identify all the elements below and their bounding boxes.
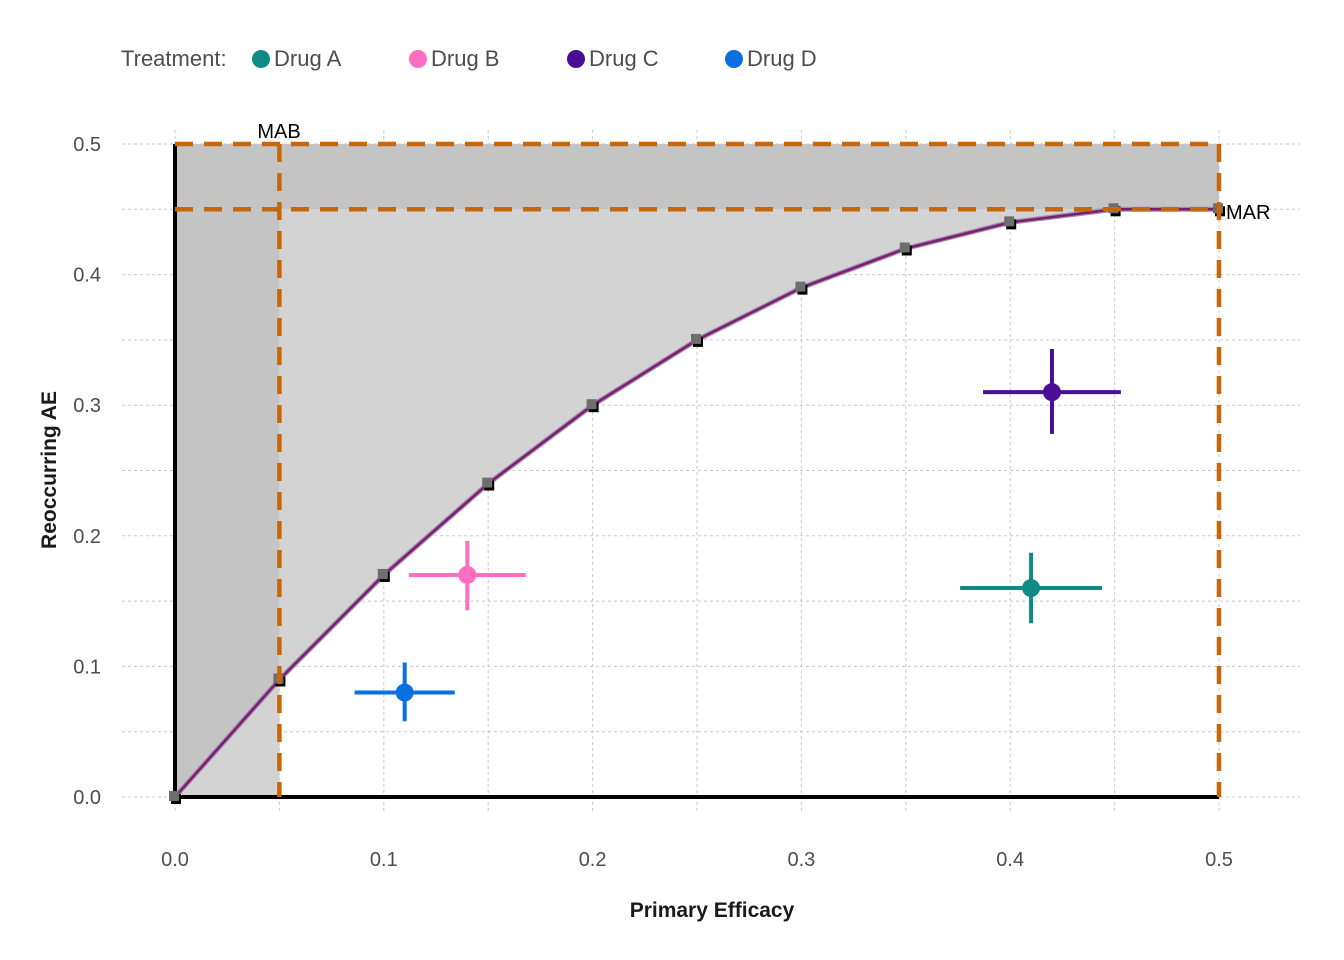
legend-item-drug-d: Drug D bbox=[725, 46, 817, 72]
frontier-point bbox=[691, 333, 701, 344]
point-drug-d bbox=[395, 683, 414, 702]
region-above-frontier bbox=[279, 209, 1219, 680]
mar-label: MAR bbox=[1226, 202, 1270, 224]
x-tick-label: 0.2 bbox=[579, 849, 607, 871]
region-above-mar bbox=[175, 144, 1219, 210]
ticks: 0.0 0.1 0.2 0.3 0.4 0.5 0.0 0.1 0.2 0.3 0.4 0.5 bbox=[73, 134, 1233, 871]
point-drug-c bbox=[1042, 383, 1061, 402]
y-tick-label: 0.1 bbox=[73, 656, 101, 678]
legend-label-drug-d: Drug D bbox=[747, 46, 817, 71]
thresholds bbox=[175, 141, 1222, 797]
frontier-point bbox=[899, 242, 910, 253]
frontier-point bbox=[586, 399, 597, 410]
point-group-drug-c bbox=[983, 349, 1121, 434]
point-group-drug-a bbox=[960, 552, 1103, 624]
frontier-point bbox=[377, 568, 388, 579]
y-axis-title: Reoccurring AE bbox=[38, 391, 61, 549]
frontier-point bbox=[482, 477, 493, 488]
x-tick-label: 0.5 bbox=[1205, 849, 1233, 871]
legend-title: Treatment: bbox=[121, 46, 227, 71]
legend-label-drug-a: Drug A bbox=[274, 46, 342, 71]
acceptable-region bbox=[173, 144, 1219, 799]
frontier-point bbox=[169, 791, 179, 801]
x-tick-label: 0.3 bbox=[787, 849, 815, 871]
x-tick-label: 0.0 bbox=[161, 849, 189, 871]
legend-item-drug-a: Drug A bbox=[252, 46, 341, 72]
frontier bbox=[169, 203, 1225, 804]
x-axis-title: Primary Efficacy bbox=[630, 899, 795, 922]
legend-item-drug-b: Drug B bbox=[409, 46, 499, 72]
point-drug-b bbox=[458, 565, 477, 584]
y-tick-label: 0.0 bbox=[73, 787, 101, 809]
legend-item-drug-c: Drug C bbox=[567, 46, 659, 72]
x-tick-label: 0.1 bbox=[370, 849, 398, 871]
treatment-points bbox=[354, 349, 1121, 722]
y-tick-label: 0.3 bbox=[73, 395, 101, 417]
x-tick-label: 0.4 bbox=[996, 849, 1024, 871]
y-tick-label: 0.5 bbox=[73, 134, 101, 156]
legend-dot-drug-b bbox=[409, 50, 427, 68]
legend-dot-drug-d bbox=[725, 50, 743, 68]
point-drug-a bbox=[1022, 579, 1041, 598]
frontier-point bbox=[1004, 216, 1015, 227]
legend-dot-drug-a bbox=[252, 50, 270, 68]
point-group-drug-d bbox=[354, 662, 455, 722]
y-tick-label: 0.4 bbox=[73, 265, 101, 287]
legend-dot-drug-c bbox=[567, 50, 585, 68]
mab-label: MAB bbox=[257, 121, 300, 143]
frontier-point bbox=[795, 281, 806, 292]
point-group-drug-b bbox=[408, 541, 526, 611]
legend-label-drug-c: Drug C bbox=[589, 46, 659, 71]
legend: Treatment: Drug A Drug B Drug C Drug D bbox=[0, 40, 1344, 80]
y-tick-label: 0.2 bbox=[73, 526, 101, 548]
legend-label-drug-b: Drug B bbox=[431, 46, 500, 71]
